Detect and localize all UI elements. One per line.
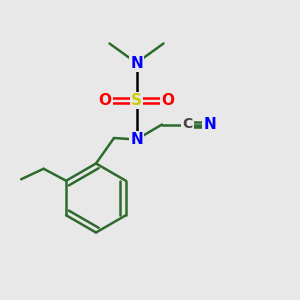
Text: S: S xyxy=(131,93,142,108)
Text: N: N xyxy=(130,132,143,147)
Text: O: O xyxy=(161,93,175,108)
Text: C: C xyxy=(182,118,193,131)
Text: N: N xyxy=(204,117,216,132)
Text: O: O xyxy=(98,93,112,108)
Text: N: N xyxy=(130,56,143,70)
